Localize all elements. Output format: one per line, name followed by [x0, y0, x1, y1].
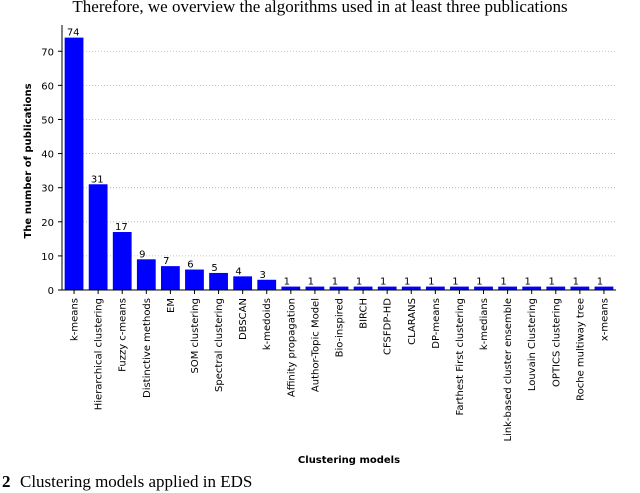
x-tick-label: Roche multiway tree: [575, 298, 586, 401]
caption-text: Clustering models applied in EDS: [20, 472, 252, 491]
value-label: 3: [260, 270, 266, 281]
x-tick-label: Author-Topic Model: [310, 298, 321, 392]
y-tick-label: 30: [41, 184, 54, 195]
value-label: 1: [356, 277, 362, 288]
x-tick-label: SOM clustering: [190, 298, 201, 374]
x-tick-label: Hierarchical clustering: [94, 298, 105, 410]
x-tick-label: CLARANS: [407, 298, 418, 345]
y-tick-label: 20: [41, 218, 54, 229]
bar: [329, 286, 349, 290]
value-label: 1: [573, 277, 579, 288]
bar: [233, 276, 253, 290]
value-label: 1: [332, 277, 338, 288]
x-tick-label: BIRCH: [359, 298, 370, 329]
y-tick-label: 70: [41, 47, 54, 58]
value-label: 1: [476, 277, 482, 288]
value-label: 1: [428, 277, 434, 288]
x-tick-label: Louvain Clustering: [527, 298, 538, 391]
x-tick-label: Affinity propagation: [286, 298, 297, 397]
bar: [305, 286, 325, 290]
x-tick-label: k-means: [70, 298, 81, 341]
bar: [570, 286, 590, 290]
value-label: 1: [308, 277, 314, 288]
value-label: 1: [500, 277, 506, 288]
bar: [257, 279, 277, 290]
bar: [185, 269, 204, 290]
bar: [160, 266, 180, 290]
x-tick-label: Bio-inspired: [335, 298, 346, 357]
header-text: Therefore, we overview the algorithms us…: [72, 0, 567, 16]
bar: [401, 286, 421, 290]
caption-number: 2: [2, 472, 11, 491]
x-tick-label: k-medoids: [262, 298, 273, 350]
bar: [281, 286, 301, 290]
value-label: 5: [211, 263, 217, 274]
value-label: 1: [549, 277, 555, 288]
y-tick-label: 60: [41, 81, 54, 92]
x-tick-label: EM: [166, 298, 177, 313]
value-label: 1: [597, 277, 603, 288]
value-label: 1: [284, 277, 290, 288]
x-tick-label: x-means: [599, 298, 610, 341]
value-label: 74: [67, 28, 80, 39]
y-tick-label: 10: [41, 252, 54, 263]
bar: [450, 286, 469, 290]
value-label: 6: [187, 260, 193, 271]
x-tick-label: Link-based cluster ensemble: [503, 298, 514, 442]
x-tick-label: CFSFDP-HD: [383, 298, 394, 355]
y-tick-label: 0: [48, 286, 54, 297]
bar: [64, 37, 84, 290]
x-tick-label: Distinctive methods: [142, 298, 153, 398]
y-axis-label: The number of publications: [23, 83, 34, 238]
value-label: 9: [139, 249, 145, 260]
value-label: 1: [452, 277, 458, 288]
value-label: 1: [380, 277, 386, 288]
value-label: 31: [91, 174, 104, 185]
value-label: 17: [115, 222, 128, 233]
bar: [377, 286, 397, 290]
value-label: 1: [404, 277, 410, 288]
x-tick-label: Spectral clustering: [214, 298, 225, 392]
value-label: 4: [235, 266, 241, 277]
x-tick-label: DBSCAN: [238, 298, 249, 340]
value-label: 1: [524, 277, 530, 288]
y-tick-label: 40: [41, 150, 54, 161]
bar: [88, 184, 108, 290]
x-tick-label: DP-means: [431, 298, 442, 349]
x-axis-label: Clustering models: [298, 455, 400, 466]
x-tick-label: Farthest First clustering: [455, 298, 466, 416]
x-tick-label: OPTICS clustering: [551, 298, 562, 387]
x-tick-label: Fuzzy c-means: [118, 298, 129, 372]
bar: [522, 286, 542, 290]
bar: [209, 272, 228, 290]
bar: [546, 286, 566, 290]
value-label: 7: [163, 256, 169, 267]
bar: [112, 232, 132, 290]
y-tick-label: 50: [41, 115, 54, 126]
bar: [594, 286, 614, 290]
bar: [474, 286, 493, 290]
bar: [353, 286, 373, 290]
bar: [136, 259, 156, 290]
bar: [425, 286, 445, 290]
bar: [498, 286, 518, 290]
x-tick-label: k-medians: [479, 298, 490, 350]
